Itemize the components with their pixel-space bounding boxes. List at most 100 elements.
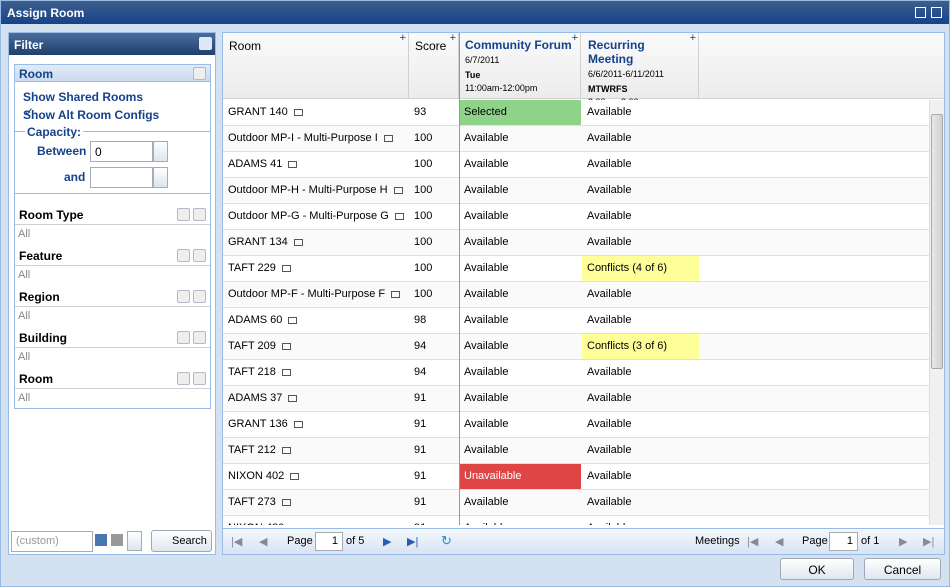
room-name: Outdoor MP-F - Multi-Purpose F: [228, 288, 386, 300]
between-input[interactable]: 0: [90, 141, 153, 162]
room-info-icon[interactable]: [383, 134, 393, 142]
grid-row[interactable]: ADAMS 60 98 Available Available: [223, 308, 929, 334]
grid-row[interactable]: Outdoor MP-I - Multi-Purpose I 100 Availab…: [223, 126, 929, 152]
column-header[interactable]: Score +: [409, 32, 459, 99]
column-header[interactable]: Community Forum 6/7/2011 Tue 11:00am-12:00p…: [459, 32, 581, 99]
close-button[interactable]: [931, 7, 942, 18]
next-page[interactable]: ▶: [383, 536, 392, 548]
room-info-icon[interactable]: [281, 498, 291, 506]
grid-row[interactable]: GRANT 134 100 Available Available: [223, 230, 929, 256]
search-button[interactable]: Search: [151, 530, 212, 552]
dropdown[interactable]: [127, 531, 142, 551]
collapse-button[interactable]: [193, 208, 206, 221]
spinner[interactable]: [153, 167, 168, 188]
page-input[interactable]: 1: [315, 532, 343, 551]
add-column[interactable]: +: [571, 32, 578, 44]
collapse-button[interactable]: [193, 372, 206, 385]
grid-row[interactable]: Outdoor MP-F - Multi-Purpose F 100 Availab…: [223, 282, 929, 308]
checkbox-row[interactable]: Show Shared Rooms: [23, 90, 143, 104]
add-button[interactable]: [177, 372, 190, 385]
maximize-button[interactable]: [915, 7, 926, 18]
grid-row[interactable]: GRANT 140 93 Selected Available: [223, 100, 929, 126]
collapse-button[interactable]: [193, 290, 206, 303]
grid-row[interactable]: TAFT 218 94 Available Available: [223, 360, 929, 386]
and-input[interactable]: [90, 167, 153, 188]
vertical-scrollbar[interactable]: [929, 100, 944, 525]
room-info-icon[interactable]: [288, 394, 298, 402]
room-grid: Room + Score + Community Forum 6/7/2011 Tue 11:…: [222, 32, 945, 555]
section-header: Feature: [15, 246, 210, 266]
collapse-button[interactable]: [193, 331, 206, 344]
room-info-icon[interactable]: [393, 186, 403, 194]
grid-row[interactable]: TAFT 209 94 Available Conflicts (3 of 6): [223, 334, 929, 360]
collapse-button[interactable]: [199, 37, 212, 50]
room-info-icon[interactable]: [394, 212, 404, 220]
ok-button[interactable]: OK: [780, 558, 854, 580]
room-info-icon[interactable]: [290, 472, 300, 480]
last-page[interactable]: ▶|: [407, 536, 419, 548]
grid-row[interactable]: ADAMS 41 100 Available Available: [223, 152, 929, 178]
section-value: All: [18, 392, 31, 404]
cancel-button[interactable]: Cancel: [864, 558, 941, 580]
add-button[interactable]: [177, 290, 190, 303]
page-input[interactable]: 1: [829, 532, 858, 551]
room-info-icon[interactable]: [293, 108, 303, 116]
checkbox-row[interactable]: ✓ Show Alt Room Configs: [23, 105, 159, 122]
room-info-icon[interactable]: [281, 264, 291, 272]
grid-row[interactable]: TAFT 212 91 Available Available: [223, 438, 929, 464]
grid-row[interactable]: Outdoor MP-H - Multi-Purpose H 100 Availab…: [223, 178, 929, 204]
spinner[interactable]: [153, 141, 168, 162]
add-column[interactable]: +: [689, 32, 696, 44]
room-cell: ADAMS 60: [223, 308, 409, 333]
room-info-icon[interactable]: [281, 446, 291, 454]
room-name: Outdoor MP-G - Multi-Purpose G: [228, 210, 389, 222]
collapse-button[interactable]: [193, 249, 206, 262]
first-page[interactable]: |◀: [231, 536, 243, 548]
grid-row[interactable]: GRANT 136 91 Available Available: [223, 412, 929, 438]
add-column[interactable]: +: [399, 32, 406, 44]
room-info-icon[interactable]: [281, 368, 291, 376]
room-name: NIXON 402: [228, 470, 285, 482]
add-button[interactable]: [177, 208, 190, 221]
column-header[interactable]: Room +: [223, 32, 409, 99]
room-info-icon[interactable]: [288, 316, 298, 324]
custom-input[interactable]: (custom): [11, 531, 93, 552]
first-page[interactable]: |◀: [747, 536, 759, 548]
meeting-status: Available: [587, 184, 632, 196]
filter-header: Filter: [9, 33, 215, 55]
add-button[interactable]: [177, 331, 190, 344]
last-page[interactable]: ▶|: [923, 536, 935, 548]
grid-row[interactable]: NIXON 402 91 Unavailable Available: [223, 464, 929, 490]
prev-page[interactable]: ◀: [259, 536, 268, 548]
grid-row[interactable]: NIXON 48091AvailableAvailable: [223, 516, 929, 525]
filter-title: Filter: [14, 38, 44, 52]
scroll-thumb[interactable]: [931, 114, 943, 369]
tools-icon[interactable]: [111, 534, 123, 546]
meeting-status: Available: [464, 366, 509, 378]
grid-row[interactable]: Outdoor MP-G - Multi-Purpose G 100 Availab…: [223, 204, 929, 230]
section-title: Room Type: [19, 208, 84, 222]
meeting-title: Community Forum: [465, 38, 572, 52]
room-info-icon[interactable]: [293, 420, 303, 428]
meeting-status: Available: [464, 210, 509, 222]
refresh-button[interactable]: ↻: [441, 533, 452, 548]
score-cell: 91: [414, 470, 427, 482]
column-header[interactable]: Recurring Meeting 6/6/2011-6/11/2011 MTWRF…: [582, 32, 699, 107]
room-info-icon[interactable]: [293, 238, 303, 246]
save-icon[interactable]: [95, 534, 107, 546]
score-cell: 91: [414, 496, 427, 508]
room-cell: TAFT 209: [223, 334, 409, 359]
add-column[interactable]: +: [449, 32, 456, 44]
grid-row[interactable]: ADAMS 37 91 Available Available: [223, 386, 929, 412]
room-info-icon[interactable]: [391, 290, 401, 298]
grid-row[interactable]: TAFT 229 100 Available Conflicts (4 of 6): [223, 256, 929, 282]
collapse-button[interactable]: [193, 67, 206, 80]
next-page[interactable]: ▶: [899, 536, 908, 548]
add-button[interactable]: [177, 249, 190, 262]
section-value: All: [18, 351, 31, 363]
prev-page[interactable]: ◀: [775, 536, 784, 548]
grid-row[interactable]: TAFT 273 91 Available Available: [223, 490, 929, 516]
room-info-icon[interactable]: [288, 160, 298, 168]
room-info-icon[interactable]: [281, 342, 291, 350]
